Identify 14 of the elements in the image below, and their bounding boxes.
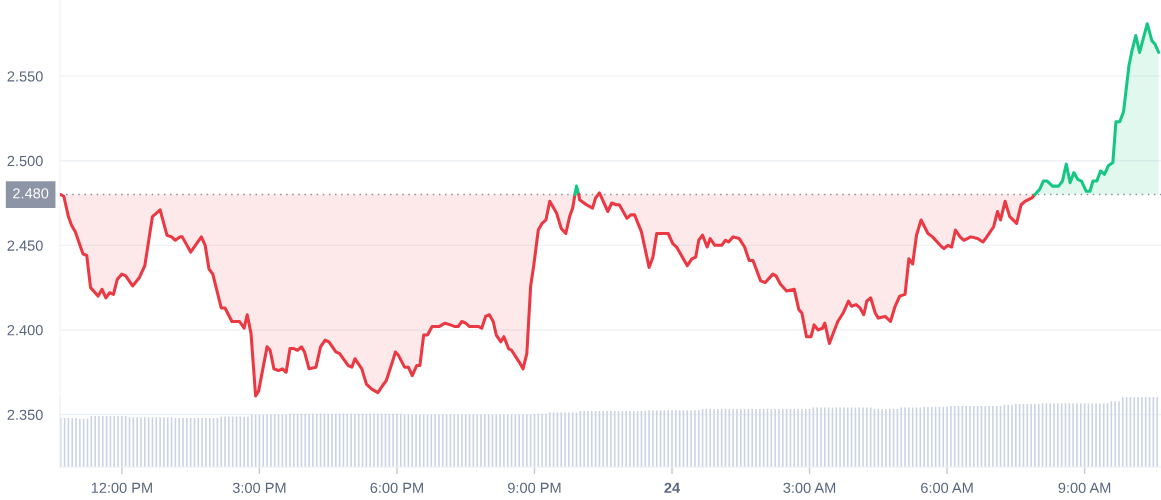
- x-tick-label: 9:00 AM: [1058, 482, 1111, 493]
- y-tick-label: 2.450: [7, 240, 43, 251]
- x-tick-label: 9:00 PM: [508, 482, 561, 493]
- x-tick-label: 6:00 PM: [370, 482, 423, 493]
- y-tick-label: 2.350: [7, 409, 43, 420]
- y-tick-label: 2.500: [7, 155, 43, 167]
- x-tick-label: 12:00 PM: [91, 482, 152, 493]
- y-tick-label: 2.400: [7, 325, 43, 336]
- y-tick-label: 2.550: [7, 71, 43, 82]
- x-tick-label: 3:00 AM: [783, 482, 836, 493]
- x-tick-label: 3:00 PM: [232, 482, 286, 493]
- ref-line-label: 2.480: [13, 188, 49, 199]
- x-tick-label: 6:00 AM: [921, 482, 973, 493]
- x-tick-label: 24: [664, 482, 681, 493]
